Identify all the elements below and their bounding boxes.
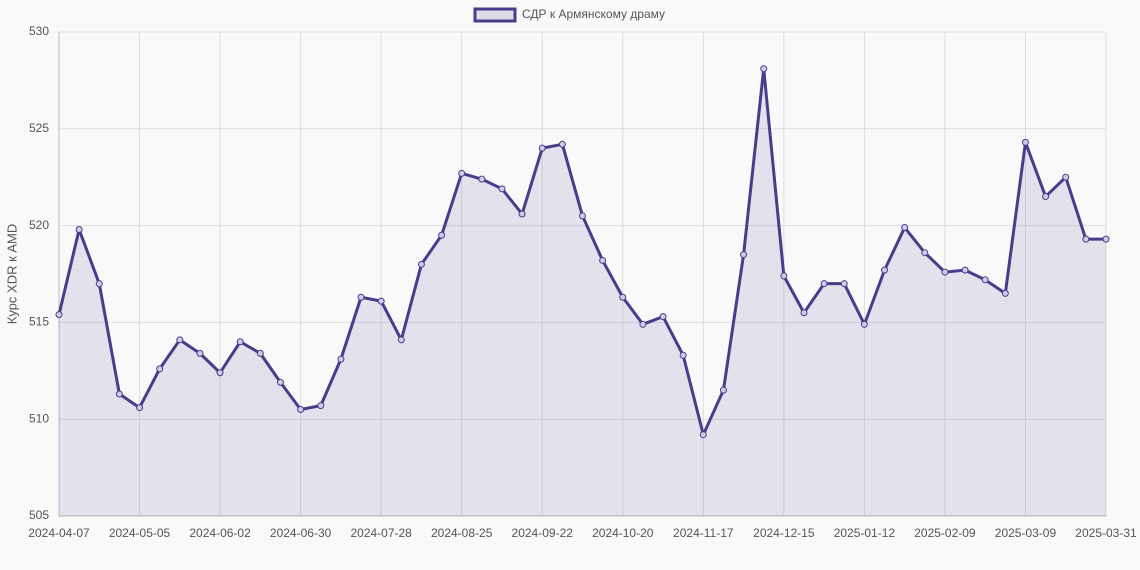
x-tick-label: 2024-04-07 (28, 526, 90, 540)
point (901, 224, 909, 232)
point (840, 280, 848, 288)
point (881, 266, 889, 274)
x-tick-label: 2025-01-12 (834, 526, 896, 540)
point (518, 210, 526, 218)
point (1042, 193, 1050, 201)
point (55, 311, 63, 319)
x-tick-label: 2024-08-25 (431, 526, 493, 540)
x-tick-label: 2024-11-17 (673, 526, 734, 540)
x-tick-label: 2025-03-09 (995, 526, 1057, 540)
y-tick-label: 530 (29, 24, 49, 38)
point (196, 349, 204, 357)
point (860, 320, 868, 328)
point (317, 402, 325, 410)
x-tick-label: 2024-12-15 (753, 526, 815, 540)
point (941, 268, 949, 276)
x-tick-label: 2025-02-09 (914, 526, 976, 540)
point (639, 320, 647, 328)
legend-swatch (473, 7, 517, 23)
point (760, 65, 768, 73)
y-tick-label: 505 (29, 508, 49, 522)
legend-label: СДР к Армянскому драму (522, 7, 665, 21)
point (740, 251, 748, 259)
point (478, 175, 486, 183)
point (599, 256, 607, 264)
x-tick-label: 2024-09-22 (512, 526, 574, 540)
point (297, 406, 305, 414)
point (458, 169, 466, 177)
point (417, 260, 425, 268)
x-tick-label: 2024-06-30 (270, 526, 332, 540)
point (236, 338, 244, 346)
x-tick-label: 2025-03-31 (1075, 526, 1137, 540)
point (75, 225, 83, 233)
point (619, 293, 627, 301)
point (1001, 289, 1009, 297)
y-tick-label: 525 (29, 121, 49, 135)
point (699, 431, 707, 439)
point (498, 185, 506, 193)
point (397, 336, 405, 344)
point (438, 231, 446, 239)
point (357, 293, 365, 301)
point (538, 144, 546, 152)
point (377, 297, 385, 305)
point (659, 313, 667, 321)
point (256, 349, 264, 357)
x-tick-label: 2024-06-02 (189, 526, 251, 540)
point (337, 355, 345, 363)
point (961, 266, 969, 274)
x-tick-label: 2024-07-28 (350, 526, 412, 540)
point (115, 390, 123, 398)
point (136, 404, 144, 412)
point (981, 276, 989, 284)
point (1021, 138, 1029, 146)
point (95, 280, 103, 288)
point (800, 309, 808, 317)
point (579, 212, 586, 220)
point (780, 272, 788, 280)
point (1062, 173, 1070, 181)
y-tick-label: 520 (29, 218, 49, 232)
x-tick-label: 2024-05-05 (109, 526, 171, 540)
point (276, 378, 284, 386)
point (558, 140, 566, 148)
point (679, 351, 687, 359)
y-axis-label: Курс XDR к AMD (4, 224, 19, 325)
point (156, 365, 164, 373)
point (1102, 235, 1110, 243)
x-tick-label: 2024-10-20 (592, 526, 654, 540)
point (820, 280, 828, 288)
point (216, 369, 224, 377)
area (59, 68, 1106, 516)
point (921, 249, 929, 257)
point (176, 336, 184, 344)
point (1082, 235, 1090, 243)
point (719, 386, 727, 394)
y-tick-label: 515 (29, 315, 49, 329)
y-tick-label: 510 (29, 411, 49, 425)
